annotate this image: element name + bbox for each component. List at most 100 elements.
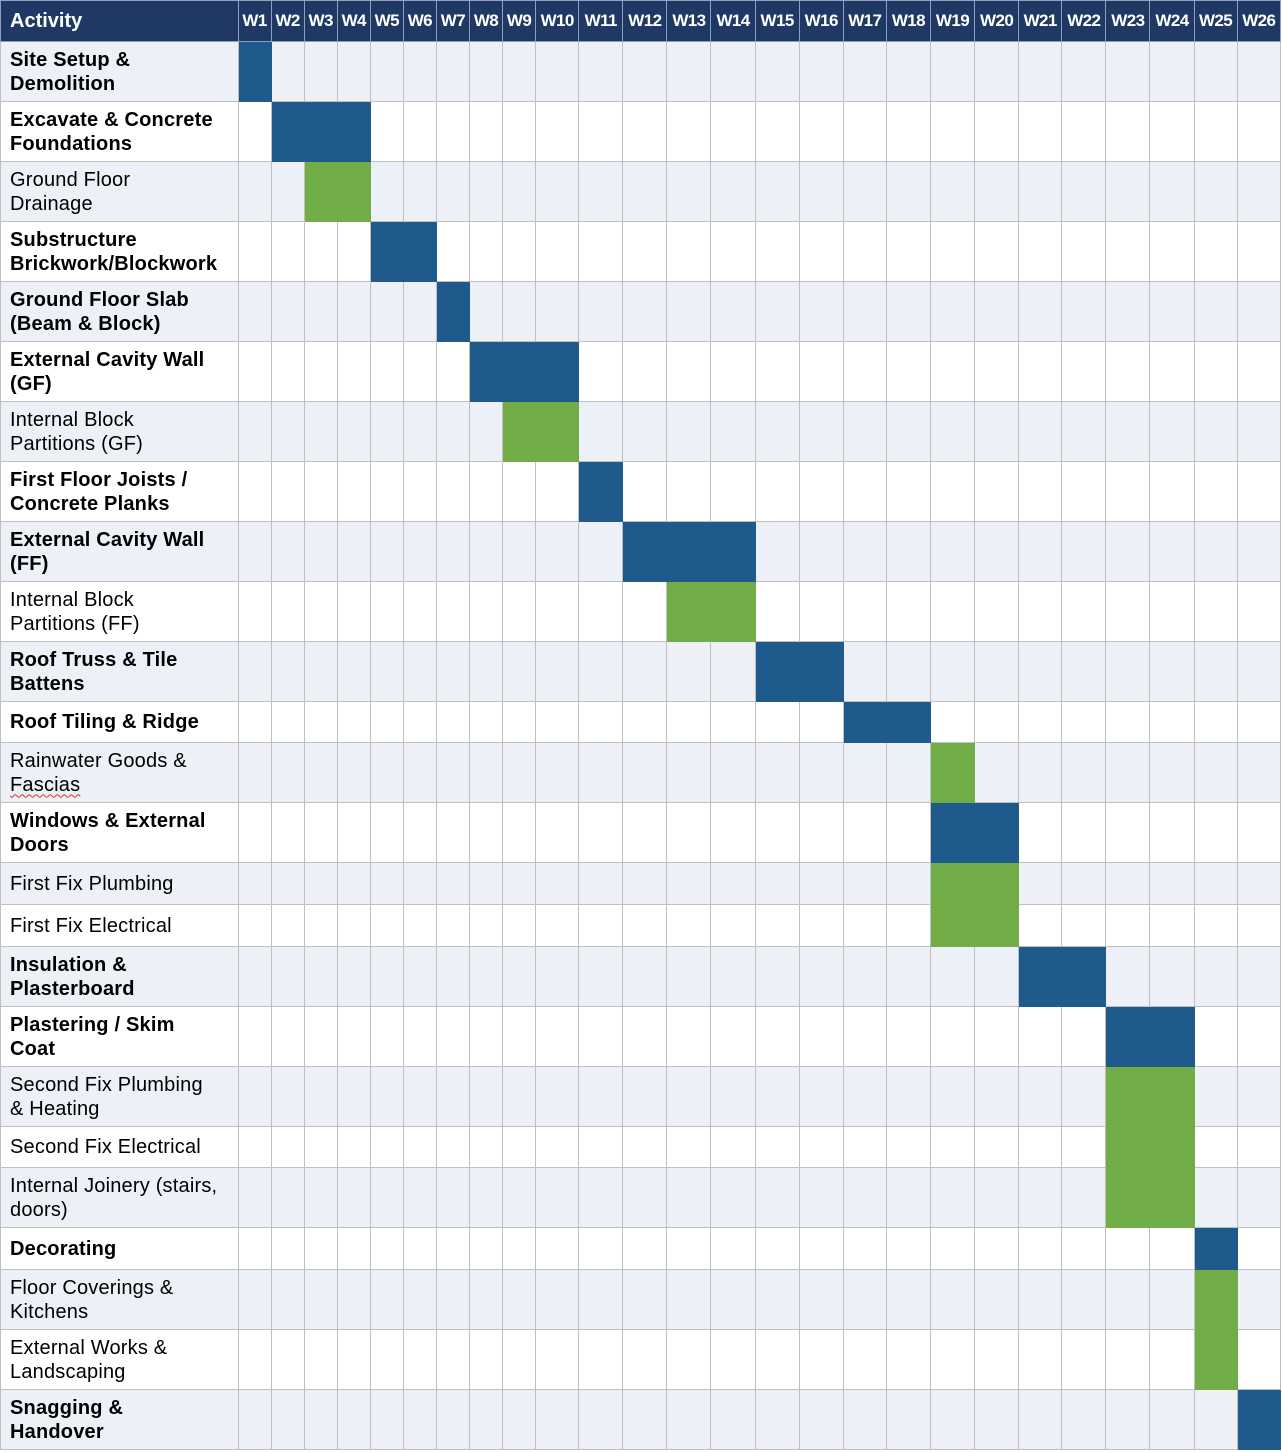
week-cell	[798, 904, 844, 947]
week-cell	[666, 221, 712, 282]
week-cell	[1105, 742, 1151, 803]
week-cell	[237, 904, 272, 947]
week-cell	[237, 341, 272, 402]
week-cell	[468, 701, 504, 743]
week-cell	[666, 1066, 712, 1127]
week-cell	[303, 521, 338, 582]
week-cell	[502, 41, 537, 102]
week-cell	[666, 946, 712, 1007]
week-cell	[622, 802, 668, 863]
week-cell	[754, 1006, 800, 1067]
activity-name-line1: First Fix Electrical	[10, 914, 172, 937]
activity-name-line1: Ground Floor Slab	[10, 288, 189, 311]
week-cell	[622, 904, 668, 947]
week-cell	[1018, 161, 1063, 222]
week-cell	[1018, 281, 1063, 342]
week-cell	[1061, 161, 1107, 222]
activity-name: External Works & Landscaping	[0, 1329, 239, 1390]
activity-name-line1: Internal Joinery (stairs,	[10, 1174, 218, 1197]
week-cell	[1105, 461, 1151, 522]
week-cell	[535, 581, 580, 642]
gantt-bar-sub-task	[710, 581, 756, 642]
week-cell	[1105, 701, 1151, 743]
week-cell	[402, 41, 437, 102]
week-header-w19: W19	[929, 0, 976, 42]
activity-name-line1: Decorating	[10, 1237, 117, 1260]
week-cell	[369, 862, 404, 905]
activity-name: Second Fix Electrical	[0, 1126, 239, 1168]
activity-row: Floor Coverings & Kitchens	[0, 1269, 1282, 1330]
week-cell	[270, 401, 305, 462]
week-cell	[303, 401, 338, 462]
week-cell	[798, 221, 844, 282]
week-cell	[270, 41, 305, 102]
week-cell	[502, 461, 537, 522]
gantt-bar-sub-task	[336, 161, 371, 222]
week-cell	[1149, 1389, 1195, 1450]
week-cell	[885, 41, 931, 102]
week-cell	[1149, 521, 1195, 582]
week-cell	[270, 341, 305, 402]
week-cell	[1236, 742, 1282, 803]
week-cell	[974, 521, 1020, 582]
week-cell	[798, 101, 844, 162]
week-cell	[502, 1126, 537, 1168]
week-cell	[336, 1066, 371, 1127]
activity-name: Roof Truss & Tile Battens	[0, 641, 239, 702]
week-cell	[402, 281, 437, 342]
week-cell	[1061, 1227, 1107, 1270]
activity-name: Ground Floor Slab (Beam & Block)	[0, 281, 239, 342]
week-cell	[798, 1269, 844, 1330]
week-cell	[303, 1006, 338, 1067]
week-cell	[666, 1227, 712, 1270]
week-cell	[1236, 1227, 1282, 1270]
week-cell	[336, 742, 371, 803]
activity-name-line2: Fascias	[10, 773, 81, 796]
week-cell	[754, 701, 800, 743]
week-cell	[270, 521, 305, 582]
week-cell	[270, 1167, 305, 1228]
week-header-w26: W26	[1236, 0, 1282, 42]
week-cell	[1105, 1329, 1151, 1390]
week-cell	[535, 461, 580, 522]
activity-name: Insulation & Plasterboard	[0, 946, 239, 1007]
gantt-bar-sub-task	[1105, 1167, 1151, 1228]
week-cell	[1105, 1227, 1151, 1270]
activity-name-line1: Roof Truss & Tile	[10, 648, 178, 671]
week-cell	[435, 1126, 470, 1168]
week-cell	[1193, 1389, 1238, 1450]
week-cell	[798, 461, 844, 522]
week-cell	[1018, 1066, 1063, 1127]
week-cell	[303, 341, 338, 402]
week-cell	[1018, 521, 1063, 582]
week-header-w4: W4	[336, 0, 371, 42]
week-cell	[710, 802, 756, 863]
activity-row: Ground Floor Slab (Beam & Block)	[0, 281, 1282, 342]
week-cell	[303, 802, 338, 863]
week-cell	[1193, 862, 1238, 905]
activity-name-line2: Foundations	[10, 132, 133, 155]
week-cell	[1061, 1269, 1107, 1330]
week-cell	[622, 862, 668, 905]
activity-column-header: Activity	[0, 0, 239, 42]
week-cell	[1018, 1269, 1063, 1330]
week-cell	[535, 1227, 580, 1270]
week-cell	[336, 1227, 371, 1270]
week-cell	[468, 1389, 504, 1450]
week-cell	[578, 41, 624, 102]
gantt-bar-main-task	[1105, 1006, 1151, 1067]
week-cell	[270, 221, 305, 282]
week-cell	[754, 581, 800, 642]
week-cell	[336, 221, 371, 282]
week-cell	[1149, 802, 1195, 863]
week-cell	[1018, 862, 1063, 905]
week-cell	[1149, 641, 1195, 702]
week-cell	[435, 581, 470, 642]
week-cell	[270, 641, 305, 702]
week-cell	[303, 1066, 338, 1127]
week-cell	[929, 1269, 976, 1330]
week-cell	[1193, 904, 1238, 947]
week-cell	[535, 701, 580, 743]
week-cell	[502, 742, 537, 803]
activity-row: Insulation & Plasterboard	[0, 946, 1282, 1007]
